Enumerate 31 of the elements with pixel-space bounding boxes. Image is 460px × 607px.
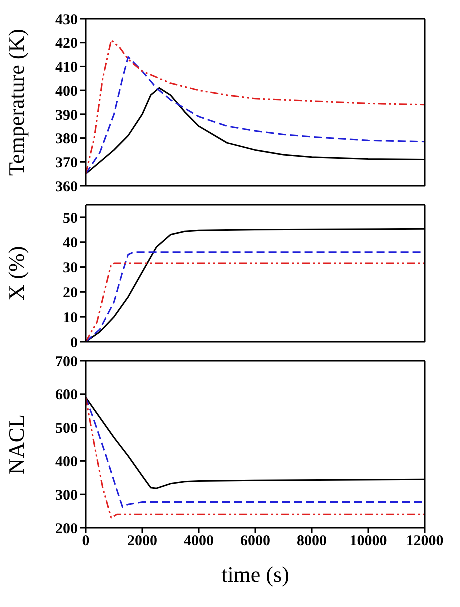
y-tick-label: 40 (63, 236, 78, 252)
y-tick-label: 200 (56, 521, 78, 538)
y-tick-label: 360 (56, 179, 78, 196)
y-tick-label: 0 (70, 335, 78, 352)
x-tick-label: 6000 (240, 534, 270, 550)
x-tick-label: 2000 (128, 534, 158, 550)
y-tick-label: 700 (56, 354, 78, 370)
y-tick-label: 400 (56, 84, 78, 100)
x-tick-label: 12000 (406, 534, 444, 550)
y-tick-label: 400 (56, 454, 78, 471)
x-axis-title: time (s) (222, 562, 290, 587)
y-axis-title: X (%) (4, 246, 29, 301)
y-axis-title: NACL (4, 414, 29, 474)
x-tick-label: 0 (82, 534, 90, 550)
y-tick-label: 420 (56, 36, 78, 52)
y-tick-label: 600 (56, 388, 78, 404)
x-tick-label: 8000 (297, 534, 327, 550)
y-axis-title: Temperature (K) (4, 29, 29, 176)
y-tick-label: 50 (63, 210, 78, 227)
x-tick-label: 10000 (350, 534, 388, 550)
y-tick-label: 10 (63, 310, 78, 326)
y-tick-label: 370 (56, 155, 78, 172)
x-tick-label: 4000 (184, 534, 214, 550)
y-tick-label: 300 (56, 488, 78, 504)
y-tick-label: 390 (56, 108, 78, 124)
y-tick-label: 20 (63, 286, 78, 302)
y-tick-label: 410 (56, 60, 78, 76)
y-tick-label: 30 (63, 260, 78, 277)
y-tick-label: 500 (56, 421, 78, 438)
y-tick-label: 380 (56, 132, 78, 148)
y-tick-label: 430 (56, 12, 78, 28)
